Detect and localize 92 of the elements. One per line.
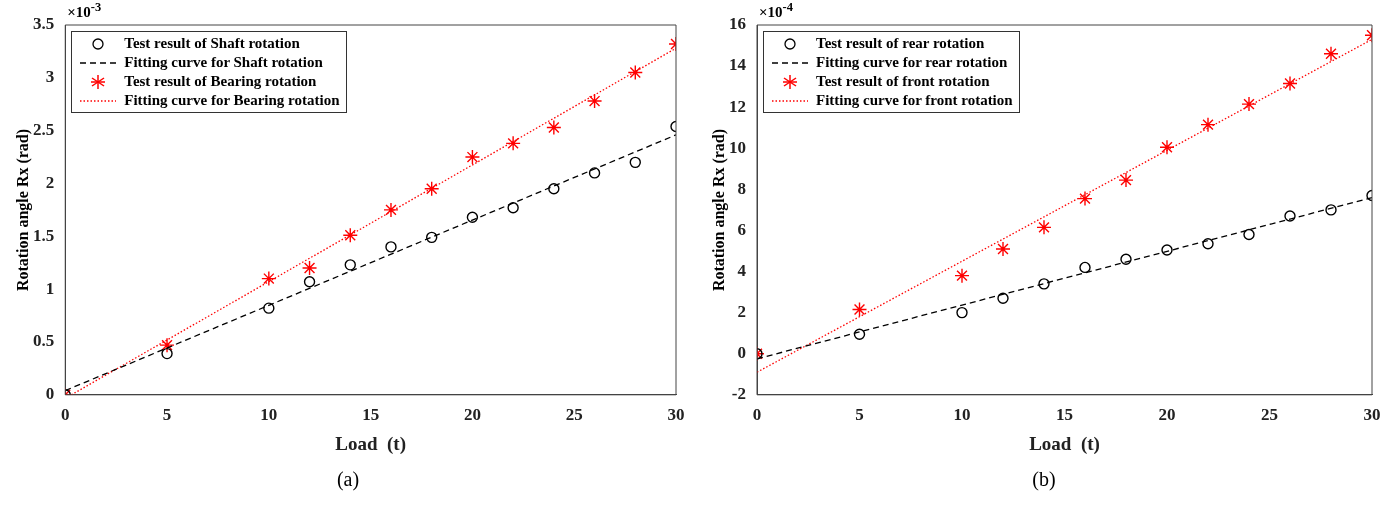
point bbox=[424, 181, 440, 197]
y-tick-label: 1.5 bbox=[33, 225, 55, 245]
text: (a) bbox=[335, 468, 361, 491]
point bbox=[1200, 116, 1216, 133]
point bbox=[1161, 244, 1173, 256]
x-tick-label: 20 bbox=[463, 405, 481, 425]
point bbox=[159, 337, 175, 353]
point bbox=[426, 231, 438, 244]
point bbox=[954, 267, 970, 284]
legend-label: Test result of rear rotation bbox=[816, 35, 985, 52]
y-tick-label: 0.5 bbox=[33, 331, 55, 351]
point bbox=[385, 241, 397, 253]
point bbox=[1243, 228, 1255, 241]
x-tick-label: 0 bbox=[61, 405, 70, 425]
x-tick-label: 20 bbox=[1158, 405, 1176, 425]
point bbox=[629, 156, 641, 169]
point bbox=[1323, 46, 1339, 62]
x-axis-title: Load (t) bbox=[1029, 432, 1100, 455]
x-tick-label: 25 bbox=[1261, 405, 1278, 425]
y-tick-label: 2 bbox=[45, 172, 55, 192]
point bbox=[997, 292, 1009, 304]
point bbox=[342, 227, 358, 243]
point bbox=[1077, 190, 1093, 207]
y-tick-label: 2.5 bbox=[33, 120, 55, 140]
point bbox=[956, 306, 968, 319]
text: ×10$^{-4}$ bbox=[759, 0, 793, 21]
point bbox=[548, 183, 560, 195]
x-tick-label: 0 bbox=[752, 405, 762, 425]
point bbox=[1284, 210, 1296, 222]
y-tick-label: 2 bbox=[737, 302, 746, 322]
legend-label: Test result of front rotation bbox=[816, 73, 990, 90]
y-tick-label: 3 bbox=[45, 67, 55, 87]
x-tick-label: 25 bbox=[565, 405, 583, 425]
y-axis-title: Rotation angle Rx (rad) bbox=[710, 128, 729, 291]
point bbox=[301, 260, 318, 276]
point bbox=[1282, 75, 1298, 92]
point bbox=[851, 301, 868, 318]
y-tick-label: 10 bbox=[729, 137, 746, 157]
point bbox=[466, 211, 479, 223]
x-tick-label: 30 bbox=[667, 405, 685, 425]
y-tick-label: 14 bbox=[729, 55, 747, 75]
y-tick-label: 3.5 bbox=[33, 14, 55, 34]
y-axis-title: Rotation angle Rx (rad) bbox=[14, 128, 33, 291]
point bbox=[588, 167, 601, 179]
legend-label: Test result of Shaft rotation bbox=[124, 35, 300, 52]
point bbox=[507, 202, 519, 214]
y-tick-label: 12 bbox=[729, 96, 746, 116]
point bbox=[464, 149, 481, 165]
x-tick-label: 10 bbox=[260, 405, 278, 425]
point bbox=[1325, 204, 1337, 216]
point bbox=[1036, 219, 1052, 236]
point bbox=[1079, 261, 1091, 274]
point bbox=[263, 302, 275, 314]
y-tick-label: 0 bbox=[45, 384, 55, 404]
point bbox=[546, 119, 562, 136]
point bbox=[1118, 172, 1134, 188]
point bbox=[1202, 238, 1214, 250]
x-tick-label: 5 bbox=[162, 405, 172, 425]
point bbox=[505, 135, 521, 152]
point bbox=[161, 347, 173, 360]
y-tick-label: 1 bbox=[45, 278, 55, 298]
text: (b) bbox=[1031, 468, 1057, 491]
point bbox=[586, 93, 603, 109]
y-tick-label: 16 bbox=[729, 14, 746, 34]
x-tick-label: 15 bbox=[362, 405, 380, 425]
x-tick-label: 10 bbox=[953, 405, 971, 425]
y-tick-label: 4 bbox=[737, 260, 747, 280]
legend-label: Fitting curve for Bearing rotation bbox=[124, 92, 340, 109]
point bbox=[383, 202, 399, 218]
x-axis-title: Load (t) bbox=[335, 432, 406, 455]
point bbox=[1241, 96, 1257, 112]
point bbox=[995, 241, 1011, 257]
y-tick-label: 6 bbox=[737, 219, 746, 239]
point bbox=[303, 276, 316, 288]
y-tick-label: 8 bbox=[737, 178, 746, 198]
legend-label: Fitting curve for front rotation bbox=[816, 92, 1013, 109]
point bbox=[344, 259, 356, 271]
x-tick-label: 30 bbox=[1363, 405, 1381, 425]
point bbox=[853, 328, 866, 340]
point bbox=[261, 270, 277, 287]
point bbox=[627, 64, 643, 81]
y-tick-label: 0 bbox=[737, 343, 746, 363]
point bbox=[1038, 278, 1050, 290]
legend-label: Fitting curve for rear rotation bbox=[816, 54, 1008, 71]
legend-label: Fitting curve for Shaft rotation bbox=[124, 54, 323, 71]
x-tick-label: 5 bbox=[855, 405, 864, 425]
point bbox=[1120, 253, 1132, 265]
point bbox=[1159, 139, 1175, 155]
y-tick-label: -2 bbox=[731, 384, 746, 404]
legend-label: Test result of Bearing rotation bbox=[124, 73, 317, 90]
x-tick-label: 15 bbox=[1056, 405, 1073, 425]
text: ×10$^{-3}$ bbox=[67, 0, 102, 21]
